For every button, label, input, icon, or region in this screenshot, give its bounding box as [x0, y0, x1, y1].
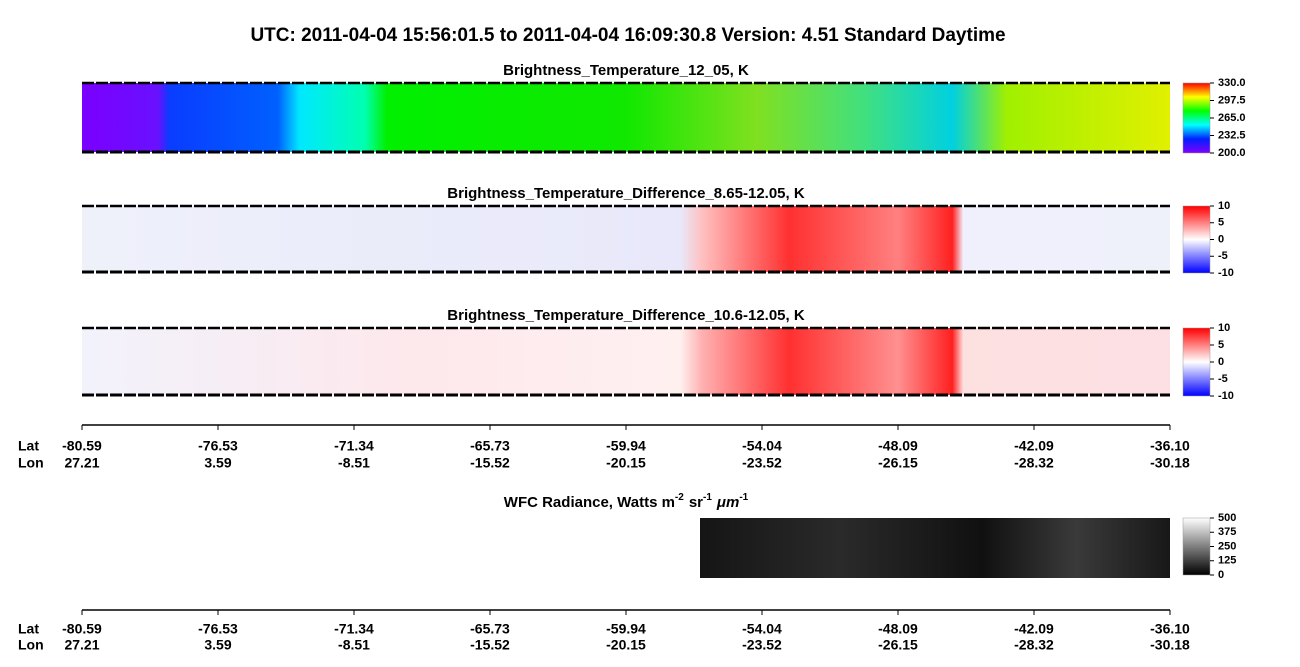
colorbar — [1182, 517, 1211, 576]
wfc-title-part: sr — [689, 494, 703, 511]
wfc-title-part: μm — [716, 494, 739, 511]
lat-value: -48.09 — [878, 438, 918, 454]
lat-label: Lat — [18, 621, 39, 637]
data-strip — [82, 328, 1170, 395]
lon-value: -28.32 — [1014, 637, 1054, 653]
lon-value: -20.15 — [606, 637, 646, 653]
wfc-title: WFC Radiance, Watts m-2 sr-1 μm-1 — [504, 492, 749, 511]
colorbar-tick-label: 265.0 — [1218, 112, 1246, 124]
colorbar-tick-label: -5 — [1218, 373, 1228, 385]
lon-value: -15.52 — [470, 455, 510, 471]
lon-value: -8.51 — [338, 637, 370, 653]
colorbar-tick-label: 500 — [1218, 512, 1236, 524]
lat-value: -65.73 — [470, 621, 510, 637]
lon-value: -26.15 — [878, 637, 918, 653]
colorbar-tick-label: 0 — [1218, 569, 1224, 581]
lat-value: -42.09 — [1014, 438, 1054, 454]
colorbar-tick-label: 200.0 — [1218, 147, 1246, 159]
lon-value: -23.52 — [742, 637, 782, 653]
colorbar-tick-label: 10 — [1218, 200, 1230, 212]
lon-value: -8.51 — [338, 455, 370, 471]
colorbar-tick-label: 125 — [1218, 555, 1236, 567]
panel-title: Brightness_Temperature_Difference_8.65-1… — [447, 185, 805, 202]
data-strip — [82, 83, 1170, 152]
lat-value: -42.09 — [1014, 621, 1054, 637]
colorbar-tick-label: 10 — [1218, 322, 1230, 334]
lon-value: -28.32 — [1014, 455, 1054, 471]
lat-value: -71.34 — [334, 621, 374, 637]
lon-label: Lon — [18, 637, 44, 653]
colorbar-tick-label: 0 — [1218, 233, 1224, 245]
lon-value: -26.15 — [878, 455, 918, 471]
lon-value: -20.15 — [606, 455, 646, 471]
lon-value: 27.21 — [64, 455, 99, 471]
lat-value: -59.94 — [606, 438, 646, 454]
main-title: UTC: 2011-04-04 15:56:01.5 to 2011-04-04… — [250, 25, 1005, 46]
lat-value: -65.73 — [470, 438, 510, 454]
colorbar — [1182, 82, 1211, 154]
colorbar-tick-label: 0 — [1218, 356, 1224, 368]
colorbar-tick-label: 232.5 — [1218, 129, 1246, 141]
lon-value: -15.52 — [470, 637, 510, 653]
lat-value: -48.09 — [878, 621, 918, 637]
colorbar-tick-label: 250 — [1218, 540, 1236, 552]
lon-value: 27.21 — [64, 637, 99, 653]
wfc-image — [700, 518, 1170, 578]
lat-value: -76.53 — [198, 621, 238, 637]
lat-value: -80.59 — [62, 621, 102, 637]
lat-label: Lat — [18, 438, 39, 454]
colorbar-tick-label: 297.5 — [1218, 94, 1246, 106]
lat-value: -80.59 — [62, 438, 102, 454]
colorbar-tick-label: 375 — [1218, 526, 1236, 538]
data-strip — [82, 206, 1170, 272]
lon-label: Lon — [18, 455, 44, 471]
lat-value: -54.04 — [742, 438, 782, 454]
colorbar — [1182, 327, 1211, 397]
colorbar — [1182, 205, 1211, 274]
lon-value: -30.18 — [1150, 455, 1190, 471]
panel-title: Brightness_Temperature_Difference_10.6-1… — [447, 307, 805, 324]
wfc-title-sup: -1 — [739, 492, 748, 503]
lat-value: -76.53 — [198, 438, 238, 454]
lon-value: 3.59 — [204, 637, 231, 653]
panel-title: Brightness_Temperature_12_05, K — [503, 62, 749, 79]
lat-value: -36.10 — [1150, 621, 1190, 637]
colorbar-tick-label: -10 — [1218, 267, 1234, 279]
colorbar-tick-label: -5 — [1218, 250, 1228, 262]
colorbar-tick-label: 5 — [1218, 217, 1224, 229]
lat-value: -36.10 — [1150, 438, 1190, 454]
lon-value: 3.59 — [204, 455, 231, 471]
lon-value: -30.18 — [1150, 637, 1190, 653]
wfc-title-sup: -2 — [675, 492, 684, 503]
wfc-title-sup: -1 — [703, 492, 712, 503]
lat-value: -59.94 — [606, 621, 646, 637]
lat-value: -71.34 — [334, 438, 374, 454]
wfc-title-part: WFC Radiance, Watts m — [504, 494, 675, 511]
colorbar-tick-label: -10 — [1218, 390, 1234, 402]
lon-value: -23.52 — [742, 455, 782, 471]
colorbar-tick-label: 330.0 — [1218, 77, 1246, 89]
lat-value: -54.04 — [742, 621, 782, 637]
colorbar-tick-label: 5 — [1218, 339, 1224, 351]
